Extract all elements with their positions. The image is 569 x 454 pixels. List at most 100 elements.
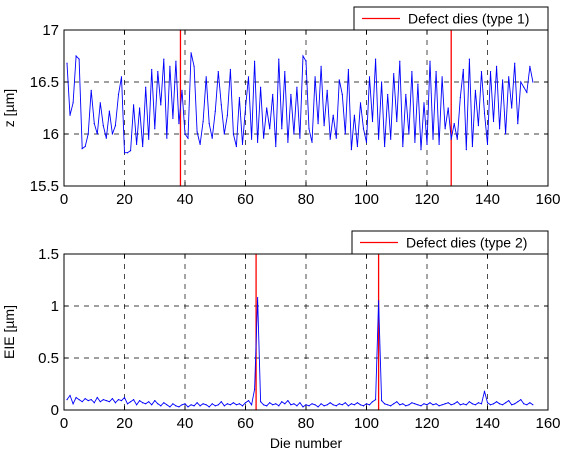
x-tick-label: 140 [475, 191, 500, 208]
data-point [405, 405, 407, 407]
data-point [465, 149, 467, 151]
data-point [308, 128, 310, 130]
data-point [465, 404, 467, 406]
data-point [492, 403, 495, 405]
data-point [154, 128, 156, 130]
data-point [335, 137, 337, 139]
data-point [75, 396, 77, 399]
data-point [266, 107, 268, 109]
y-tick-label: 15.5 [30, 178, 59, 195]
data-point [90, 399, 92, 401]
data-point [296, 405, 298, 407]
data-point [390, 405, 392, 407]
data-point [114, 125, 117, 127]
data-point [211, 137, 213, 139]
data-point [102, 125, 104, 127]
legend: Defect dies (type 1) [353, 6, 549, 31]
data-point [87, 133, 89, 135]
data-point [393, 403, 395, 405]
data-point [314, 404, 316, 406]
data-point [384, 145, 386, 148]
data-point [502, 404, 504, 406]
data-point [287, 400, 289, 402]
data-point [499, 403, 501, 405]
data-point [323, 405, 325, 407]
data-point [290, 93, 292, 96]
data-point [365, 403, 368, 405]
data-point [317, 406, 319, 408]
data-point [287, 141, 289, 143]
data-point [250, 138, 253, 140]
data-point [96, 133, 98, 135]
data-point [320, 65, 322, 67]
legend-label: Defect dies (type 1) [408, 11, 529, 27]
data-point [408, 133, 410, 135]
data-point [532, 404, 534, 406]
data-point [99, 102, 101, 104]
x-tick-label: 140 [475, 415, 500, 432]
data-point [520, 399, 522, 401]
x-axis-label: Die number [270, 435, 343, 451]
data-point [151, 68, 153, 71]
data-point [129, 150, 132, 152]
x-tick-label: 60 [237, 415, 254, 432]
data-point [323, 125, 325, 127]
data-point [202, 403, 204, 405]
data-point [314, 76, 316, 78]
data-point [495, 401, 498, 403]
data-point [523, 86, 525, 88]
data-point [489, 404, 492, 406]
x-tick-label: 100 [354, 191, 379, 208]
data-point [269, 402, 271, 404]
data-point [78, 58, 80, 60]
data-point [220, 401, 222, 403]
data-point [208, 406, 210, 408]
data-point [447, 402, 449, 404]
data-point [142, 145, 144, 148]
data-point [320, 403, 322, 405]
data-point [163, 402, 165, 404]
data-point [299, 137, 301, 139]
data-point [441, 404, 443, 406]
data-point [142, 402, 144, 404]
data-point [272, 404, 274, 406]
data-point [356, 402, 359, 404]
data-point [241, 405, 244, 407]
data-point [338, 79, 340, 81]
data-point [217, 404, 219, 406]
data-point [341, 93, 343, 96]
data-point [139, 400, 141, 402]
data-point [444, 403, 446, 405]
data-point [384, 403, 386, 405]
data-point [257, 297, 259, 299]
data-point [371, 120, 374, 123]
data-point [181, 404, 183, 406]
data-point [184, 403, 186, 405]
x-tick-label: 40 [177, 415, 194, 432]
data-point [126, 403, 129, 405]
x-tick-label: 120 [414, 191, 439, 208]
data-point [326, 89, 328, 91]
data-point [311, 141, 313, 143]
data-point [163, 58, 165, 60]
data-point [190, 52, 192, 54]
data-point [181, 89, 183, 91]
data-point [302, 55, 304, 57]
data-point [511, 107, 513, 109]
data-point [172, 117, 174, 119]
data-point [520, 81, 522, 83]
legend-box [351, 230, 549, 255]
data-point [374, 58, 377, 60]
data-point [529, 65, 531, 67]
data-point [205, 404, 207, 406]
y-axis-label: z [µm] [1, 89, 17, 127]
data-point [456, 401, 458, 403]
data-point [344, 402, 346, 404]
data-point [266, 405, 268, 407]
data-point [117, 93, 120, 96]
data-point [329, 138, 331, 140]
data-point [486, 402, 489, 404]
data-point [87, 400, 89, 402]
data-point [514, 403, 516, 405]
data-point [193, 65, 195, 67]
